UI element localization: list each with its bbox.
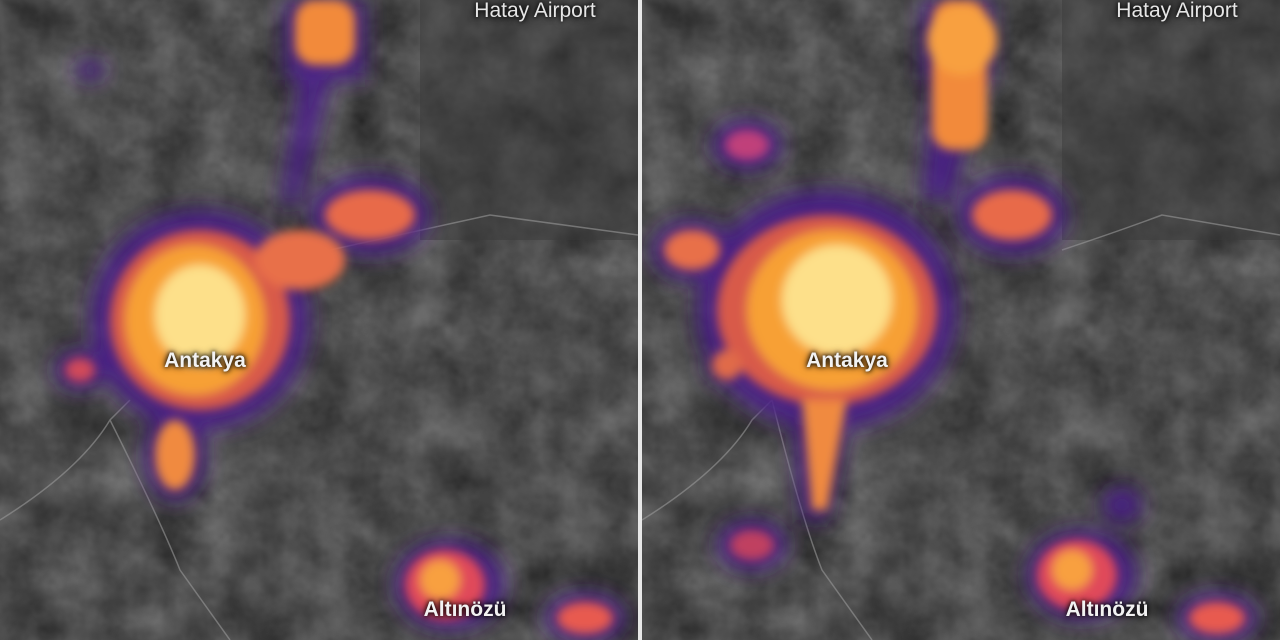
night-lights-map-before (0, 0, 638, 640)
night-lights-map-after (642, 0, 1280, 640)
label-altinozu: Altınözü (423, 598, 507, 621)
map-panel-before: Hatay Airport Antakya Altınözü (0, 0, 638, 640)
label-antakya: Antakya (806, 349, 888, 372)
label-hatay-airport: Hatay Airport (474, 0, 596, 22)
panel-divider (638, 0, 642, 640)
label-altinozu: Altınözü (1065, 598, 1149, 621)
label-antakya: Antakya (164, 349, 246, 372)
label-hatay-airport: Hatay Airport (1116, 0, 1238, 22)
map-panel-after: Hatay Airport Antakya Altınözü (642, 0, 1280, 640)
